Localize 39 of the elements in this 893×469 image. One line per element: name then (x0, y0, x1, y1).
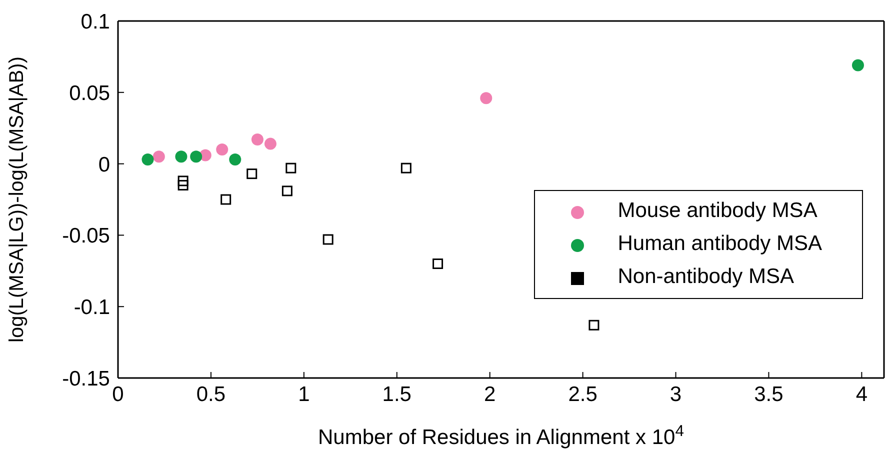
x-tick-label: 1 (298, 382, 310, 406)
y-tick-label: 0.05 (69, 82, 110, 105)
point (852, 59, 864, 72)
y-tick-label: 0.1 (80, 10, 110, 34)
point (286, 162, 296, 174)
x-tick-label: 4 (856, 382, 868, 406)
x-tick-label: 3.5 (754, 382, 784, 406)
point (432, 258, 444, 270)
y-tick-label: 0 (98, 153, 110, 176)
x-tick-label: 0.5 (196, 382, 226, 406)
point (190, 150, 202, 163)
point (178, 176, 188, 186)
point (264, 138, 276, 150)
point (282, 186, 292, 196)
legend-label: Mouse antibody MSA (618, 199, 818, 222)
point (152, 150, 165, 163)
legend-label: Non-antibody MSA (618, 265, 794, 288)
point (251, 134, 264, 146)
point (588, 320, 600, 330)
y-tick-label: -0.05 (62, 224, 110, 248)
point (178, 180, 188, 190)
x-tick-label: 2.5 (568, 382, 598, 406)
x-tick-label: 3 (670, 382, 682, 406)
x-axis-title: Number of Residues in Alignment x 10$^{4}$ (318, 422, 684, 449)
point (175, 150, 188, 163)
y-tick-label: -0.1 (74, 296, 110, 320)
point (229, 154, 242, 166)
point (480, 92, 492, 104)
y-axis-title: log(L(MSA|LG))-log(L(MSA|AB)) (6, 56, 28, 342)
point (246, 168, 258, 180)
point (142, 154, 154, 166)
legend-label: Human antibody MSA (618, 232, 822, 255)
x-tick-label: 1.5 (382, 382, 412, 406)
point (216, 144, 228, 156)
x-tick-label: 2 (484, 382, 496, 406)
y-tick-label: -0.15 (62, 367, 110, 390)
point (400, 162, 412, 174)
point (322, 234, 334, 245)
point (220, 194, 232, 205)
